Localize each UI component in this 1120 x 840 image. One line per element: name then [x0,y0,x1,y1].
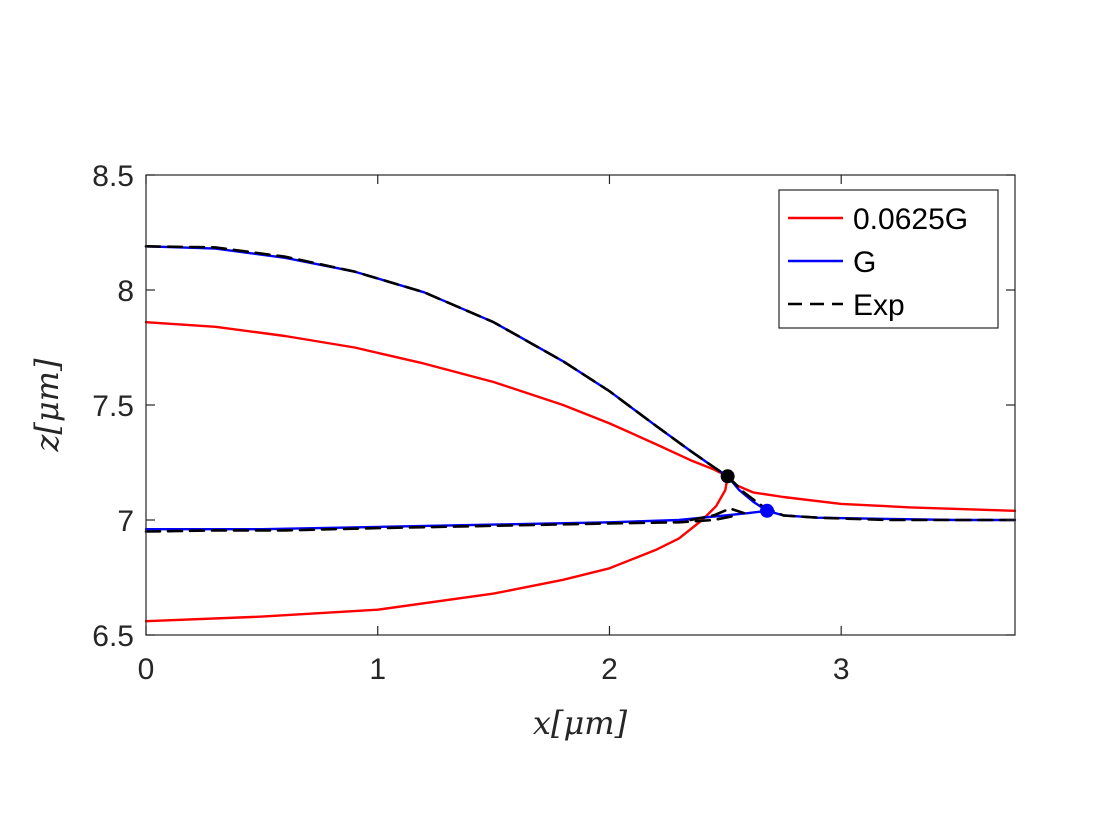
x-tick-label: 0 [138,653,155,686]
y-axis-label: z[μm] [28,358,66,452]
tick-layer: 0 1 2 3 6.5 7 7.5 8 8.5 [92,160,1015,686]
y-tick-label: 7 [117,505,134,538]
legend-label: 0.0625G [853,203,968,236]
series-line [689,507,746,522]
series-line [144,514,739,533]
y-tick-label: 7.5 [92,390,134,423]
contact-point-marker [760,503,775,518]
series-line [144,245,730,478]
series-line [726,474,1017,522]
marker-layer [720,469,775,518]
series-line [144,321,729,478]
y-tick-label: 8 [117,275,134,308]
legend-label: G [853,246,876,279]
y-tick-label: 6.5 [92,620,134,653]
series-line [726,475,1017,512]
x-tick-label: 3 [833,653,850,686]
series-exp [144,245,1017,533]
series-line [144,475,729,623]
series-0-0625g [144,321,1017,623]
contact-point-marker [720,469,735,484]
x-axis-label: x[μm] [533,704,628,742]
x-tick-label: 2 [601,653,618,686]
series-layer [144,245,1017,623]
legend-label: Exp [853,289,905,322]
x-tick-label: 1 [369,653,386,686]
y-tick-label: 8.5 [92,160,134,193]
legend: 0.0625G G Exp [778,189,999,329]
